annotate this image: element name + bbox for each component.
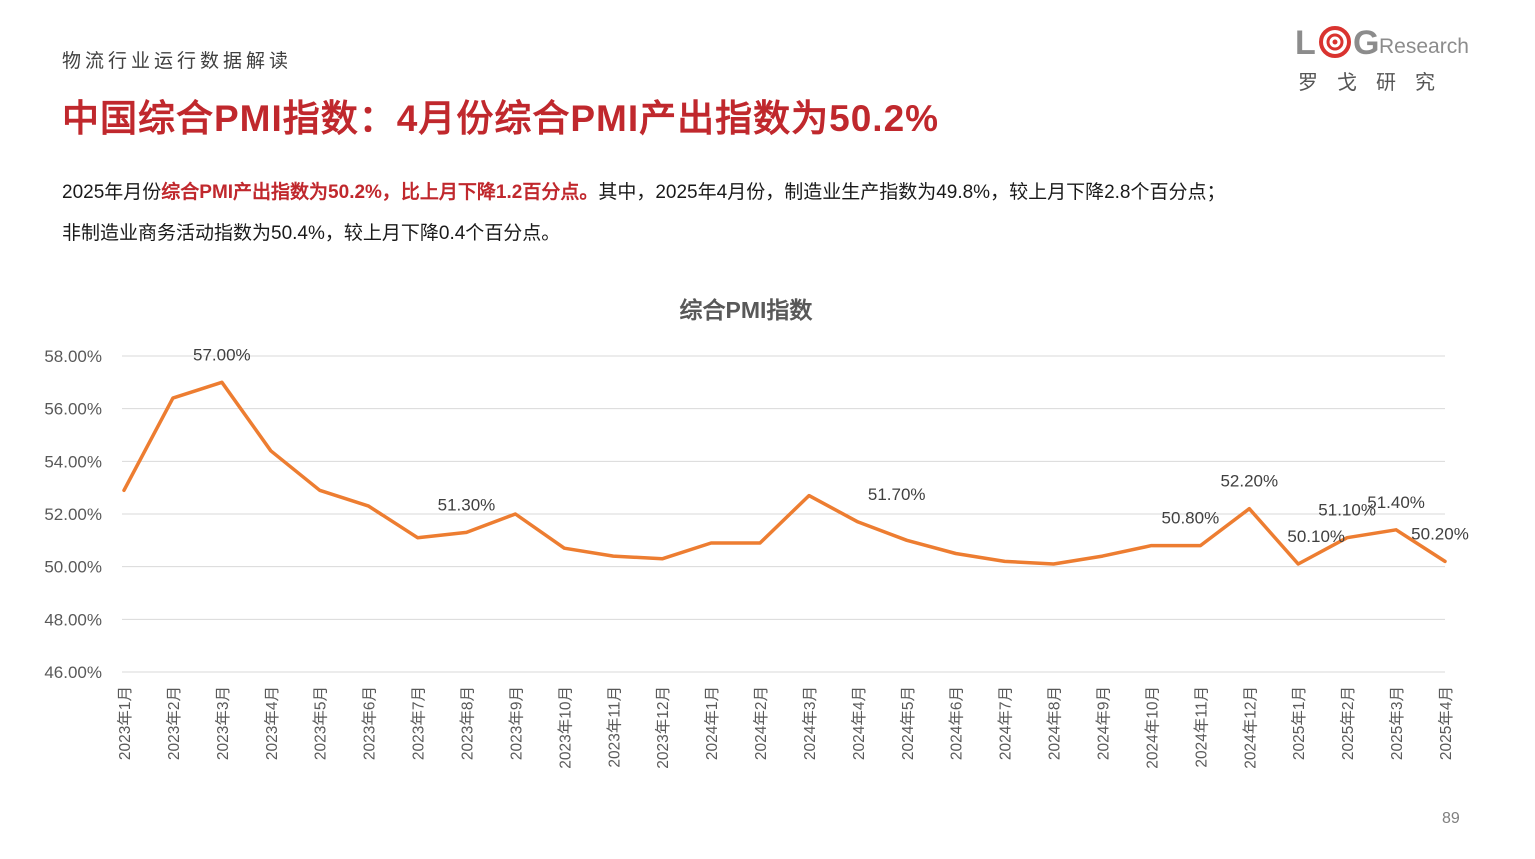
data-label: 51.30% xyxy=(438,495,496,514)
x-tick-label: 2024年3月 xyxy=(801,686,819,760)
data-label: 50.80% xyxy=(1162,509,1220,528)
data-label: 51.70% xyxy=(868,485,926,504)
x-tick-label: 2023年8月 xyxy=(458,686,476,760)
y-tick-label: 58.00% xyxy=(44,347,102,366)
data-label: 50.20% xyxy=(1411,524,1469,543)
logo-letter-l: L xyxy=(1295,24,1316,62)
x-tick-label: 2024年1月 xyxy=(703,686,721,760)
chart-title: 综合PMI指数 xyxy=(680,297,814,323)
x-tick-label: 2024年9月 xyxy=(1095,686,1113,760)
data-label: 52.20% xyxy=(1220,472,1278,491)
y-tick-label: 56.00% xyxy=(44,400,102,419)
x-tick-label: 2024年7月 xyxy=(997,686,1015,760)
summary-p1-pre: 2025年月份 xyxy=(62,182,162,203)
x-tick-label: 2023年1月 xyxy=(116,686,134,760)
y-tick-label: 52.00% xyxy=(44,505,102,524)
logo-suffix: Research xyxy=(1379,35,1469,58)
data-label: 50.10% xyxy=(1287,527,1345,546)
x-tick-label: 2023年4月 xyxy=(263,686,281,760)
y-tick-label: 54.00% xyxy=(44,452,102,471)
x-tick-label: 2025年4月 xyxy=(1437,686,1455,760)
x-tick-label: 2023年3月 xyxy=(214,686,232,760)
series-line xyxy=(122,380,1447,566)
summary-highlight: 综合PMI产出指数为50.2%，比上月下降1.2百分点。 xyxy=(161,182,599,203)
x-tick-label: 2024年12月 xyxy=(1241,686,1259,769)
x-tick-label: 2024年2月 xyxy=(752,686,770,760)
x-tick-label: 2024年11月 xyxy=(1192,686,1210,768)
x-tick-label: 2023年12月 xyxy=(654,686,672,769)
x-tick-label: 2023年2月 xyxy=(165,686,183,760)
x-tick-label: 2023年5月 xyxy=(312,686,330,760)
x-tick-label: 2023年9月 xyxy=(507,686,525,760)
pmi-line-chart: 综合PMI指数 46.00% 48.00% 50.00% 52.00% 54.00% 56… xyxy=(44,297,1469,769)
x-tick-label: 2023年11月 xyxy=(605,686,623,768)
summary-text: 2025年月份综合PMI产出指数为50.2%，比上月下降1.2百分点。其中，20… xyxy=(62,172,1482,254)
summary-line-1: 2025年月份综合PMI产出指数为50.2%，比上月下降1.2百分点。其中，20… xyxy=(62,172,1482,213)
x-tick-label: 2024年5月 xyxy=(899,686,917,760)
logo-chinese: 罗戈研究 xyxy=(1298,72,1454,94)
x-tick-label: 2024年4月 xyxy=(850,686,868,760)
logo: L G Research xyxy=(1295,24,1469,62)
x-tick-label: 2025年2月 xyxy=(1339,686,1357,760)
page-number: 89 xyxy=(1442,810,1460,827)
data-label: 57.00% xyxy=(193,345,251,364)
x-tick-label: 2025年1月 xyxy=(1290,686,1308,760)
summary-line-2: 非制造业商务活动指数为50.4%，较上月下降0.4个百分点。 xyxy=(62,223,561,244)
y-tick-label: 46.00% xyxy=(44,663,102,682)
section-label: 物流行业运行数据解读 xyxy=(62,51,293,72)
logo-letter-g: G xyxy=(1353,24,1379,62)
x-tick-label: 2024年6月 xyxy=(948,686,966,760)
data-label: 51.40% xyxy=(1367,493,1425,512)
summary-p1-post: 其中，2025年4月份，制造业生产指数为49.8%，较上月下降2.8个百分点； xyxy=(598,182,1226,203)
y-tick-label: 50.00% xyxy=(44,558,102,577)
x-tick-label: 2023年7月 xyxy=(410,686,428,760)
x-tick-label: 2023年10月 xyxy=(556,686,574,769)
x-tick-label: 2024年8月 xyxy=(1046,686,1064,760)
x-tick-label: 2025年3月 xyxy=(1388,686,1406,760)
data-label: 51.10% xyxy=(1318,501,1376,520)
page-title: 中国综合PMI指数：4月份综合PMI产出指数为50.2% xyxy=(62,98,940,139)
x-tick-label: 2024年10月 xyxy=(1143,686,1161,769)
y-tick-label: 48.00% xyxy=(44,610,102,629)
logo-target-icon xyxy=(1319,26,1351,58)
x-tick-label: 2023年6月 xyxy=(361,686,379,760)
